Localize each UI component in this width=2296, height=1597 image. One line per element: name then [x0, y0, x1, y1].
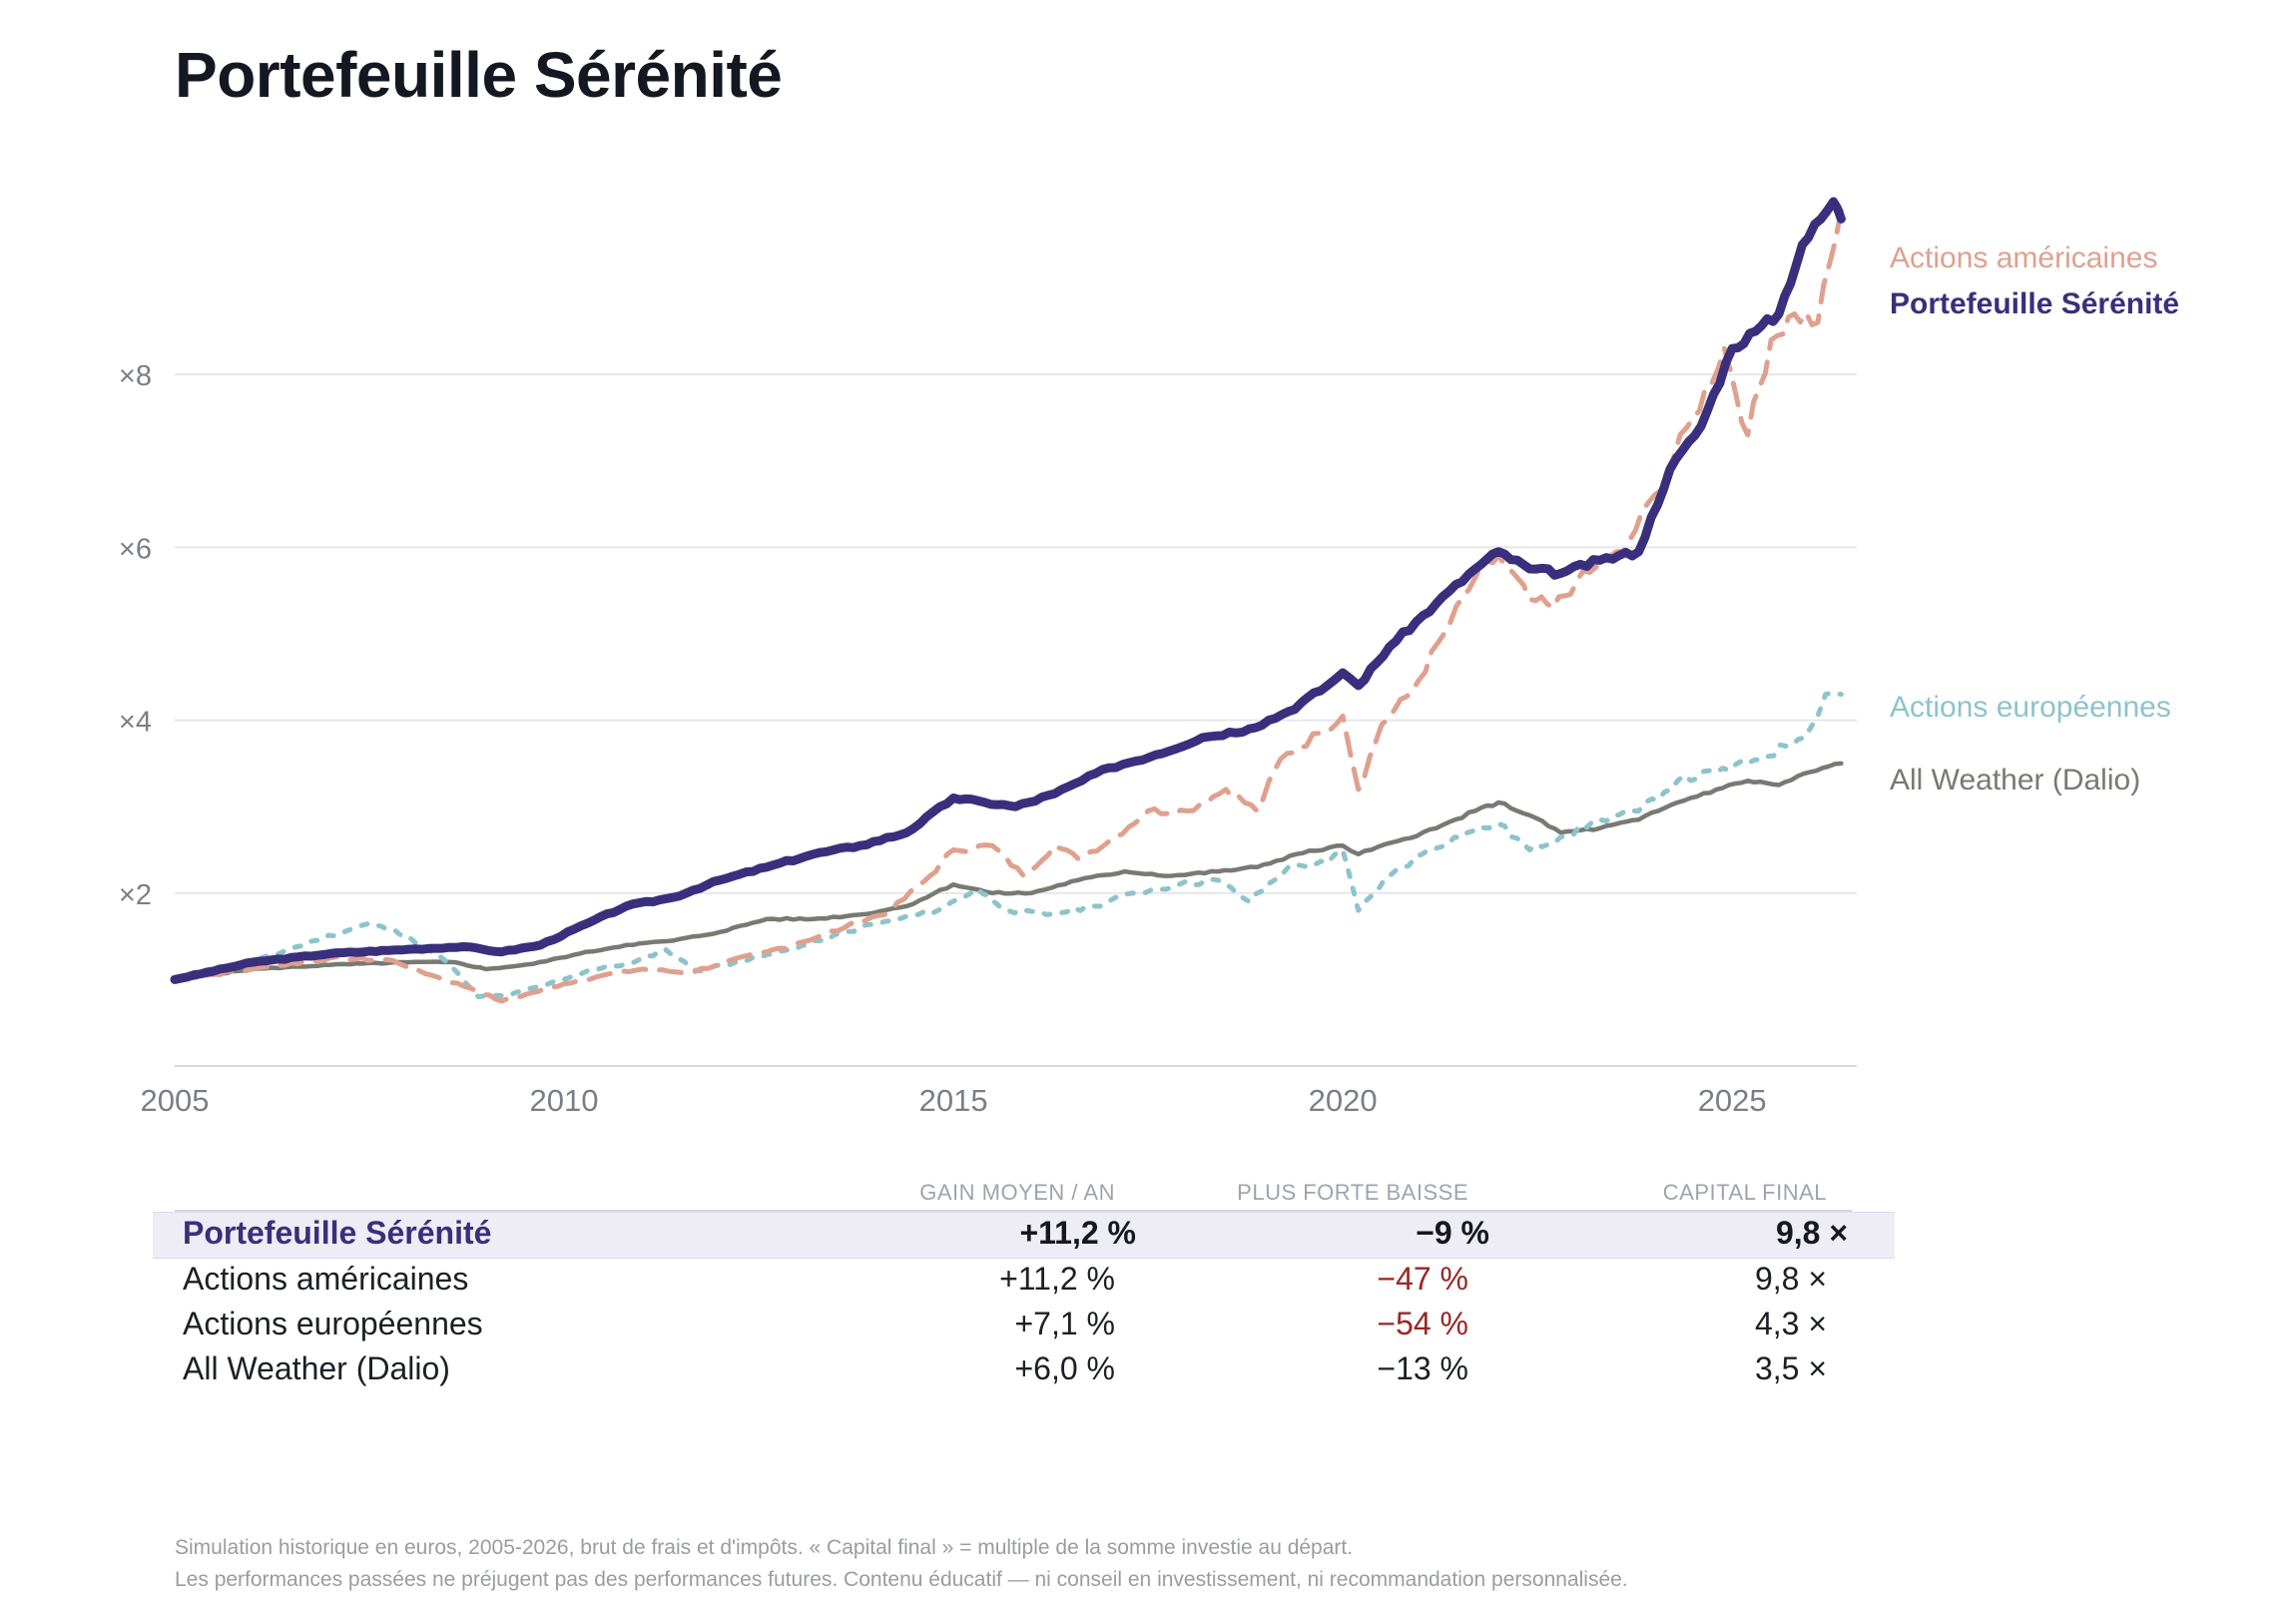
footnote: Simulation historique en euros, 2005-202… — [175, 1532, 1628, 1596]
series-label-all-weather: All Weather (Dalio) — [1890, 764, 2140, 797]
row-name: All Weather (Dalio) — [183, 1350, 450, 1386]
stats-header: GAIN MOYEN / AN PLUS FORTE BAISSE CAPITA… — [175, 1180, 1852, 1212]
row-gain: +7,1 % — [1014, 1306, 1115, 1341]
header-gain: GAIN MOYEN / AN — [919, 1180, 1115, 1205]
row-drawdown: −9 % — [1416, 1215, 1489, 1251]
row-capital: 3,5 × — [1754, 1350, 1827, 1386]
x-tick-label: 2005 — [141, 1083, 210, 1118]
y-tick-label: ×4 — [119, 707, 152, 739]
x-tick-label: 2010 — [530, 1083, 599, 1118]
y-tick-label: ×2 — [119, 879, 152, 911]
series-line-all-weather — [172, 761, 1844, 982]
row-gain: +11,2 % — [1019, 1215, 1136, 1251]
series-label-us-stocks: Actions américaines — [1890, 242, 2157, 274]
stats-row-dalio: All Weather (Dalio) +6,0 % −13 % 3,5 × — [175, 1348, 1852, 1393]
row-name: Actions américaines — [183, 1261, 469, 1297]
grid-lines — [175, 373, 1857, 1067]
y-tick-label: ×6 — [119, 533, 152, 565]
x-tick-label: 2020 — [1309, 1083, 1378, 1118]
row-name: Portefeuille Sérénité — [183, 1215, 492, 1251]
series-line-eu-stocks — [172, 690, 1844, 1000]
chart-title: Portefeuille Sérénité — [175, 39, 783, 111]
row-drawdown: −47 % — [1377, 1261, 1468, 1297]
row-name: Actions européennes — [183, 1306, 483, 1341]
header-capital: CAPITAL FINAL — [1662, 1180, 1827, 1205]
row-gain: +11,2 % — [999, 1261, 1115, 1297]
footnote-line-2: Les performances passées ne préjugent pa… — [175, 1568, 1628, 1591]
series-label-eu-stocks: Actions européennes — [1890, 691, 2171, 724]
row-drawdown: −13 % — [1377, 1350, 1468, 1386]
x-tick-label: 2015 — [919, 1083, 988, 1118]
y-tick-label: ×8 — [119, 360, 152, 392]
stats-row-eu: Actions européennes +7,1 % −54 % 4,3 × — [175, 1304, 1852, 1348]
row-capital: 4,3 × — [1754, 1306, 1827, 1341]
stats-row-serenite: Portefeuille Sérénité +11,2 % −9 % 9,8 × — [153, 1212, 1895, 1259]
line-chart: ×2 ×4 ×6 ×8 2005 2010 2015 2020 2025 Actions am… — [119, 197, 2179, 1118]
footnote-line-1: Simulation historique en euros, 2005-202… — [175, 1536, 1354, 1559]
series-label-serenite: Portefeuille Sérénité — [1890, 287, 2179, 320]
row-capital: 9,8 × — [1775, 1215, 1848, 1251]
x-axis: 2005 2010 2015 2020 2025 — [141, 1083, 1767, 1118]
series-line-us-stocks — [172, 208, 1844, 1004]
row-capital: 9,8 × — [1754, 1261, 1827, 1297]
series-lines — [170, 197, 1846, 1004]
header-drawdown: PLUS FORTE BAISSE — [1237, 1180, 1468, 1205]
series-labels: Actions américaines Portefeuille Sérénité… — [1890, 242, 2179, 797]
y-axis: ×2 ×4 ×6 ×8 — [119, 360, 152, 911]
row-drawdown: −54 % — [1377, 1306, 1468, 1341]
stats-row-us: Actions américaines +11,2 % −47 % 9,8 × — [175, 1259, 1852, 1304]
series-line-serenite — [170, 197, 1846, 984]
x-tick-label: 2025 — [1698, 1083, 1767, 1118]
row-gain: +6,0 % — [1014, 1350, 1115, 1386]
stats-table: GAIN MOYEN / AN PLUS FORTE BAISSE CAPITA… — [153, 1180, 1895, 1393]
